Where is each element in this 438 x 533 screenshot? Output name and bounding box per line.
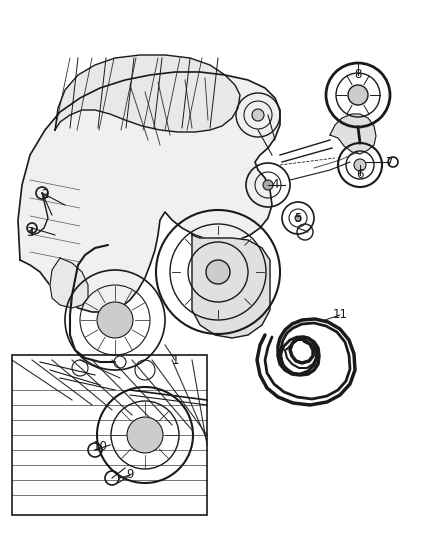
Text: 8: 8 xyxy=(354,69,362,82)
Circle shape xyxy=(252,109,264,121)
Text: 1: 1 xyxy=(171,353,179,367)
Polygon shape xyxy=(55,55,240,132)
Text: 3: 3 xyxy=(26,225,34,238)
Text: 2: 2 xyxy=(41,189,49,201)
Circle shape xyxy=(97,302,133,338)
Text: 7: 7 xyxy=(386,156,394,168)
Text: 11: 11 xyxy=(332,309,347,321)
Text: 6: 6 xyxy=(356,168,364,182)
Text: 9: 9 xyxy=(126,469,134,481)
Polygon shape xyxy=(18,72,280,312)
Circle shape xyxy=(348,85,368,105)
Circle shape xyxy=(206,260,230,284)
Polygon shape xyxy=(50,258,88,308)
Circle shape xyxy=(354,159,366,171)
Circle shape xyxy=(127,417,163,453)
Polygon shape xyxy=(330,114,376,154)
Text: 4: 4 xyxy=(271,179,279,191)
Polygon shape xyxy=(192,235,270,338)
Text: 10: 10 xyxy=(92,440,107,454)
Circle shape xyxy=(295,215,301,221)
Text: 5: 5 xyxy=(294,212,302,224)
Circle shape xyxy=(263,180,273,190)
